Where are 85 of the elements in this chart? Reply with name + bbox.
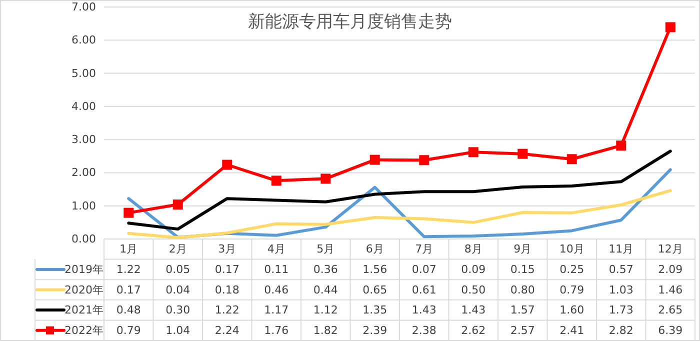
data-label: 2.24 (214, 324, 240, 337)
x-tick-label: 6月 (366, 242, 384, 256)
x-tick-label: 2月 (168, 242, 187, 256)
data-label: 0.30 (166, 304, 190, 317)
data-label: 1.35 (362, 304, 388, 317)
data-label: 0.07 (412, 262, 436, 276)
x-tick-label: 1月 (120, 242, 138, 256)
data-label: 1.57 (510, 304, 535, 317)
data-label: 0.18 (214, 283, 240, 296)
x-tick-label: 5月 (316, 242, 335, 256)
x-tick-label: 3月 (218, 242, 236, 256)
y-tick-label: 7.00 (72, 0, 96, 14)
x-tick-label: 8月 (464, 242, 482, 256)
point (665, 22, 676, 32)
data-label: 1.12 (313, 304, 338, 317)
data-label: 1.03 (608, 283, 634, 296)
data-label: 2.57 (510, 324, 535, 337)
y-tick-label: 5.00 (72, 66, 96, 80)
y-tick-label: 6.00 (72, 34, 96, 47)
y-tick-label: 3.00 (72, 133, 96, 146)
x-tick-label: 12月 (658, 242, 683, 256)
legend-label: 2019年 (64, 262, 104, 276)
data-label: 0.09 (461, 262, 486, 276)
data-label: 2.39 (362, 324, 388, 337)
legend-label: 2022年 (64, 324, 104, 337)
data-label: 0.65 (362, 283, 388, 296)
data-label: 2.38 (412, 324, 436, 337)
data-label: 2.82 (608, 324, 634, 337)
y-tick-label: 0.00 (72, 232, 96, 246)
data-label: 1.04 (166, 324, 190, 337)
data-label: 0.79 (116, 324, 141, 337)
point (222, 160, 232, 170)
data-label: 1.82 (313, 324, 338, 337)
point (419, 155, 430, 166)
x-tick-label: 4月 (267, 242, 286, 256)
data-label: 2.62 (461, 324, 486, 337)
y-tick-label: 4.00 (72, 100, 96, 113)
data-label: 0.17 (116, 283, 141, 296)
data-label: 0.04 (166, 283, 190, 296)
point (320, 174, 331, 184)
point (172, 200, 183, 210)
data-label: 0.11 (264, 262, 289, 276)
data-label: 0.46 (264, 283, 289, 296)
data-label: 6.39 (658, 324, 683, 337)
data-label: 0.17 (214, 262, 240, 276)
data-label: 1.60 (560, 304, 584, 317)
point (124, 208, 134, 218)
x-tick-label: 10月 (559, 242, 584, 256)
data-label: 0.48 (116, 304, 141, 317)
data-label: 0.80 (510, 283, 535, 296)
data-label: 1.22 (116, 262, 141, 276)
x-tick-label: 7月 (415, 242, 434, 256)
point (566, 154, 577, 164)
x-tick-label: 11月 (608, 242, 634, 256)
data-label: 1.73 (608, 304, 634, 317)
point (616, 140, 626, 151)
data-label: 1.17 (264, 304, 289, 317)
point (271, 176, 282, 186)
data-label: 0.15 (510, 262, 535, 276)
point (370, 154, 380, 165)
data-label: 1.46 (658, 283, 683, 296)
data-label: 2.09 (658, 262, 683, 276)
data-label: 0.61 (412, 283, 436, 296)
data-label: 1.56 (362, 262, 388, 276)
y-tick-label: 1.00 (72, 199, 96, 212)
chart-title: 新能源专用车月度销售走势 (248, 12, 452, 32)
data-label: 0.57 (608, 262, 634, 276)
point (518, 148, 528, 159)
data-label: 0.05 (166, 262, 190, 276)
data-label: 0.36 (313, 262, 338, 276)
legend-label: 2020年 (64, 283, 104, 296)
data-label: 1.43 (412, 304, 436, 317)
y-tick-label: 2.00 (72, 166, 96, 180)
data-label: 0.44 (313, 283, 338, 296)
data-label: 2.41 (560, 324, 584, 337)
data-label: 0.79 (560, 283, 584, 296)
point (468, 147, 478, 158)
x-tick-label: 9月 (514, 242, 532, 256)
data-label: 1.43 (461, 304, 486, 317)
legend-label: 2021年 (64, 304, 104, 317)
data-label: 2.65 (658, 304, 683, 317)
data-label: 1.76 (264, 324, 289, 337)
data-label: 0.50 (461, 283, 486, 296)
data-label: 0.25 (560, 262, 584, 276)
data-label: 1.22 (214, 304, 240, 317)
